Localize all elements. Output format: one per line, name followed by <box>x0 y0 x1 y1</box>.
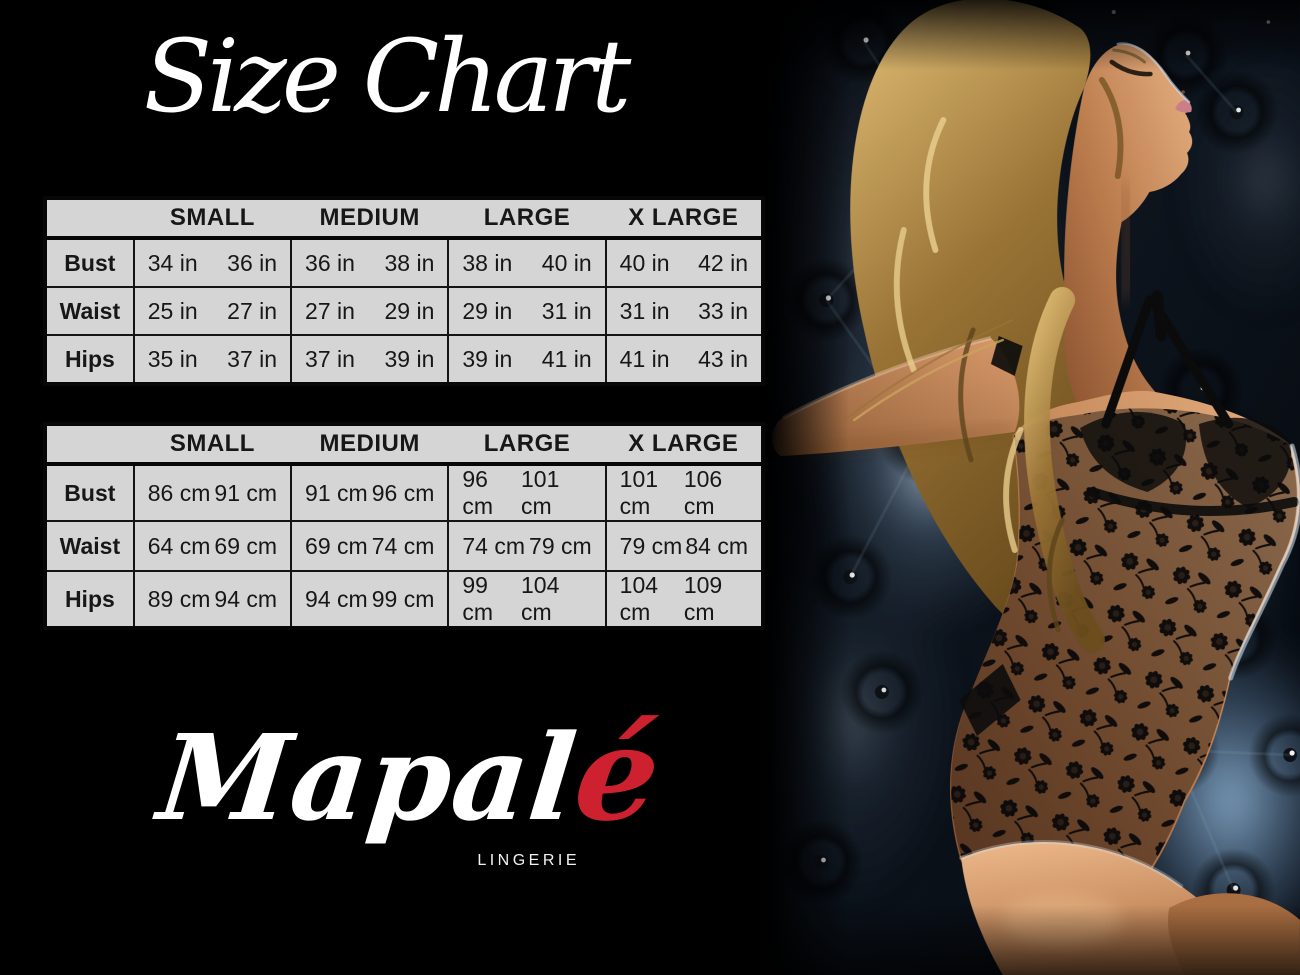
size-value: 89 cm <box>147 585 211 612</box>
size-table-inches: SMALL MEDIUM LARGE X LARGE Bust 34 in 36 … <box>43 196 765 386</box>
size-value: 86 cm <box>147 479 211 506</box>
size-value: 40 in <box>619 249 670 276</box>
size-value: 25 in <box>147 297 198 324</box>
size-value: 94 cm <box>305 585 368 612</box>
size-value: 69 cm <box>214 532 278 559</box>
size-value: 106 cm <box>683 466 723 519</box>
size-value: 91 cm <box>214 479 278 506</box>
model-figure <box>772 0 1300 975</box>
size-value: 39 in <box>384 345 435 372</box>
table-row: Hips 35 in 37 in 37 in 39 in 39 in 41 in 41… <box>44 334 765 385</box>
header-row: SMALL MEDIUM LARGE X LARGE <box>45 198 763 240</box>
table-row: Waist 25 in 27 in 27 in 29 in 29 in 31 in 3… <box>44 286 765 336</box>
size-value: 101 cm <box>521 466 560 519</box>
size-value: 37 in <box>305 345 355 372</box>
brand-wordmark: Mapalé <box>93 697 727 850</box>
column-header: X LARGE <box>605 198 763 240</box>
row-label: Bust <box>44 463 135 522</box>
column-header: SMALL <box>133 424 292 466</box>
size-value: 42 in <box>698 249 748 276</box>
model-photo-illustration <box>765 0 1300 975</box>
column-header: LARGE <box>448 198 606 240</box>
size-value: 69 cm <box>305 532 368 559</box>
header-row: SMALL MEDIUM LARGE X LARGE <box>45 424 763 466</box>
corner-cell <box>45 424 134 466</box>
size-value: 36 in <box>305 249 355 276</box>
size-value: 41 in <box>619 345 670 372</box>
size-value: 79 cm <box>529 532 592 559</box>
row-label: Waist <box>44 520 135 572</box>
column-header: SMALL <box>133 198 292 240</box>
brand-wordmark-main: Mapal <box>152 708 584 847</box>
size-value: 99 cm <box>371 585 435 612</box>
page-title: Size Chart <box>143 18 632 135</box>
column-header: MEDIUM <box>291 424 449 466</box>
size-value: 104 cm <box>619 572 659 625</box>
size-value: 91 cm <box>305 479 368 506</box>
table-row: Bust 34 in 36 in 36 in 38 in 38 in 40 in 40… <box>44 237 765 288</box>
row-label: Waist <box>44 286 135 336</box>
size-table-centimeters: SMALL MEDIUM LARGE X LARGE Bust 86 cm 91 … <box>43 422 765 630</box>
model-photo <box>765 0 1300 975</box>
size-value: 74 cm <box>462 532 525 559</box>
size-value: 99 cm <box>462 572 494 625</box>
size-value: 41 in <box>541 345 592 372</box>
table-row: Hips 89 cm 94 cm 94 cm 99 cm 99 cm 104 cm 1… <box>44 570 765 629</box>
size-value: 27 in <box>227 297 278 324</box>
size-value: 64 cm <box>147 532 211 559</box>
column-header: X LARGE <box>605 424 763 466</box>
row-label: Hips <box>44 334 135 385</box>
table-row: Waist 64 cm 69 cm 69 cm 74 cm 74 cm 79 cm 7… <box>44 520 765 572</box>
size-value: 34 in <box>147 249 198 276</box>
size-value: 74 cm <box>371 532 435 559</box>
size-value: 96 cm <box>462 466 494 519</box>
column-header: MEDIUM <box>291 198 449 240</box>
size-value: 38 in <box>384 249 435 276</box>
size-value: 31 in <box>619 297 670 324</box>
size-value: 104 cm <box>521 572 560 625</box>
size-value: 31 in <box>541 297 592 324</box>
size-value: 38 in <box>462 249 513 276</box>
size-value: 94 cm <box>214 585 278 612</box>
size-value: 35 in <box>147 345 198 372</box>
size-value: 37 in <box>227 345 278 372</box>
size-value: 29 in <box>384 297 435 324</box>
size-value: 36 in <box>227 249 278 276</box>
row-label: Hips <box>44 570 135 629</box>
size-value: 33 in <box>698 297 748 324</box>
brand-tagline: LINGERIE <box>477 852 580 869</box>
row-label: Bust <box>44 237 135 288</box>
size-value: 27 in <box>305 297 355 324</box>
size-value: 39 in <box>462 345 513 372</box>
brand-logo: Mapalé LINGERIE <box>100 697 720 876</box>
brand-wordmark-accent: é <box>568 697 668 850</box>
column-header: LARGE <box>448 424 606 466</box>
size-value: 40 in <box>541 249 592 276</box>
size-value: 79 cm <box>619 532 683 559</box>
size-value: 84 cm <box>685 532 748 559</box>
corner-cell <box>45 198 134 240</box>
size-value: 109 cm <box>683 572 723 625</box>
size-value: 43 in <box>698 345 748 372</box>
size-value: 29 in <box>462 297 513 324</box>
size-value: 96 cm <box>371 479 435 506</box>
size-value: 101 cm <box>619 466 659 519</box>
table-row: Bust 86 cm 91 cm 91 cm 96 cm 96 cm 101 cm 1… <box>44 463 765 522</box>
